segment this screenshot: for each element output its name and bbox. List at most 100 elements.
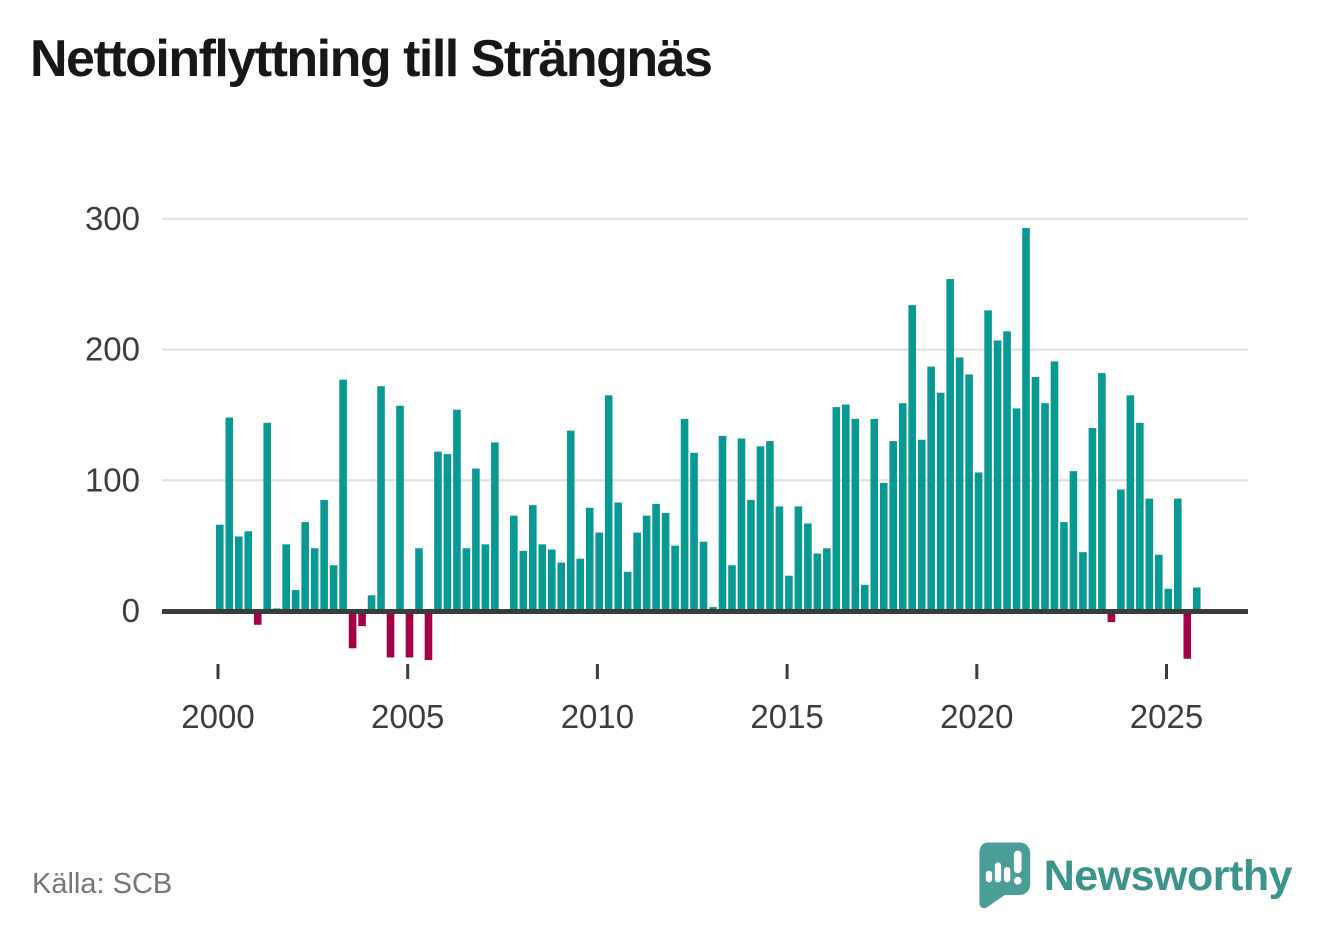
bar-2006Q4 — [472, 468, 480, 611]
bar-2002Q4 — [320, 499, 328, 611]
bar-2022Q4 — [1079, 552, 1087, 611]
bar-2008Q2 — [529, 505, 537, 611]
bar-2005Q2 — [415, 548, 423, 611]
bar-2006Q1 — [443, 454, 452, 611]
y-axis-label-100: 100 — [85, 461, 140, 498]
bar-2018Q2 — [908, 305, 917, 611]
bar-2023Q4 — [1117, 489, 1125, 611]
bar-2012Q4 — [699, 541, 708, 611]
bar-2021Q4 — [1041, 403, 1049, 611]
bar-2020Q4 — [1003, 331, 1011, 611]
bar-2003Q3 — [348, 611, 357, 649]
bar-2009Q1 — [557, 562, 566, 611]
bar-2012Q2 — [680, 418, 689, 611]
bar-2010Q2 — [604, 395, 613, 611]
bar-2011Q3 — [652, 503, 660, 611]
x-axis-label-2020: 2020 — [940, 698, 1013, 735]
y-axis-label-300: 300 — [85, 200, 140, 237]
y-axis-label-0: 0 — [122, 592, 140, 629]
bar-2015Q4 — [813, 553, 822, 611]
bar-2006Q3 — [462, 548, 471, 611]
bar-2015Q3 — [804, 523, 812, 611]
bar-2002Q1 — [291, 590, 300, 611]
bar-2025Q2 — [1173, 498, 1182, 611]
bar-2005Q1 — [405, 611, 414, 658]
bar-2004Q2 — [377, 386, 385, 611]
bar-2010Q1 — [595, 532, 603, 611]
bar-2009Q3 — [576, 558, 585, 611]
bar-2007Q4 — [510, 515, 518, 611]
bar-2023Q2 — [1098, 373, 1106, 611]
bar-2001Q1 — [253, 611, 262, 625]
bar-2022Q1 — [1050, 361, 1059, 611]
bar-2018Q3 — [917, 439, 926, 611]
bar-2020Q3 — [993, 340, 1002, 611]
bar-2013Q3 — [728, 565, 736, 611]
y-axis-label-200: 200 — [85, 331, 140, 368]
bar-2006Q2 — [453, 409, 461, 611]
bar-2021Q3 — [1031, 377, 1040, 611]
bar-2019Q3 — [955, 357, 964, 611]
newsworthy-bubble-icon — [979, 842, 1030, 909]
bar-2008Q1 — [519, 550, 528, 611]
bar-2019Q4 — [965, 374, 973, 611]
bar-2009Q2 — [566, 430, 575, 611]
bar-2014Q3 — [766, 441, 774, 611]
bar-2020Q2 — [984, 310, 992, 611]
bar-2018Q4 — [927, 366, 935, 611]
bar-2016Q4 — [851, 418, 860, 611]
bar-2020Q1 — [974, 472, 983, 611]
bar-2014Q2 — [756, 446, 765, 611]
logo-bar-1 — [985, 870, 992, 883]
bar-2017Q2 — [870, 418, 879, 611]
bar-2003Q4 — [358, 611, 366, 627]
bar-2024Q3 — [1145, 498, 1154, 611]
bar-2023Q1 — [1088, 428, 1097, 611]
x-axis-label-2015: 2015 — [750, 698, 823, 735]
bar-2016Q2 — [832, 407, 841, 611]
bar-2014Q4 — [775, 506, 784, 611]
logo-bar-2 — [994, 862, 1001, 883]
bar-2000Q3 — [234, 536, 243, 611]
bar-2007Q2 — [491, 442, 499, 611]
bar-2022Q3 — [1069, 471, 1078, 611]
newsworthy-logo: Newsworthy — [974, 840, 1293, 912]
bar-2024Q2 — [1136, 422, 1144, 611]
bar-2025Q3 — [1183, 611, 1192, 659]
bar-2011Q4 — [661, 512, 670, 611]
bar-2012Q1 — [671, 545, 679, 611]
bar-2005Q4 — [434, 451, 442, 611]
x-axis-label-2005: 2005 — [371, 698, 444, 735]
bar-2005Q3 — [424, 611, 433, 661]
bar-2001Q2 — [263, 422, 272, 611]
x-axis-label-2025: 2025 — [1130, 698, 1203, 735]
chart-title: Nettoinflyttning till Strängnäs — [30, 30, 713, 88]
bar-2018Q1 — [898, 403, 907, 611]
bar-2011Q2 — [642, 515, 651, 611]
source-label: Källa: SCB — [32, 868, 173, 900]
bar-2010Q3 — [614, 502, 622, 611]
bar-2002Q3 — [310, 548, 319, 611]
bar-2004Q3 — [386, 611, 395, 658]
bar-2025Q1 — [1164, 588, 1173, 611]
bar-2004Q4 — [396, 405, 404, 611]
bar-2024Q1 — [1126, 395, 1135, 611]
bar-2012Q3 — [690, 452, 698, 611]
bar-2015Q1 — [785, 575, 793, 611]
bar-2025Q4 — [1192, 587, 1201, 611]
logo-exclamation-dot — [1013, 876, 1022, 885]
bar-2013Q4 — [737, 438, 746, 611]
bar-2003Q2 — [339, 379, 347, 611]
bar-2010Q4 — [623, 571, 632, 611]
bar-2021Q1 — [1012, 408, 1021, 611]
logo-exclamation-stem — [1013, 850, 1022, 874]
bar-2016Q1 — [823, 548, 831, 611]
bar-2013Q2 — [718, 435, 727, 611]
bar-2004Q1 — [367, 595, 376, 611]
bar-2019Q1 — [936, 392, 945, 611]
bar-2000Q1 — [216, 524, 224, 611]
bar-2009Q4 — [585, 507, 594, 611]
newsworthy-logo-text: Newsworthy — [1043, 851, 1293, 900]
bar-2019Q2 — [946, 279, 954, 611]
